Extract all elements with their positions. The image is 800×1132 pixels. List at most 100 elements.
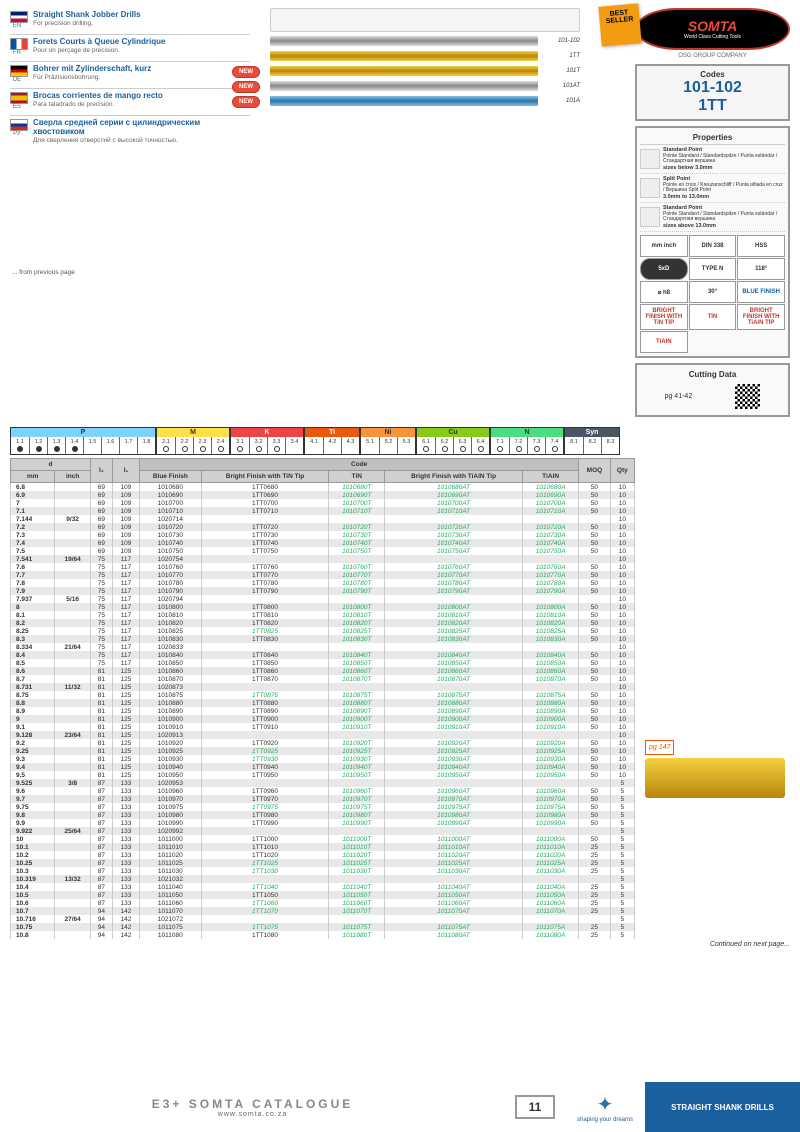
cell-qty: 10	[610, 723, 634, 731]
cell-mm: 8.1	[11, 611, 55, 619]
cell-bright-tialn: 1010875AT	[385, 691, 523, 699]
footer-category: STRAIGHT SHANK DRILLS	[645, 1082, 800, 1132]
cell-moq: 50	[579, 499, 610, 507]
cell-tialn: 1010950A	[523, 771, 579, 779]
dot-icon	[72, 446, 78, 452]
cell-mm: 10.319	[11, 875, 55, 883]
cell-l2: 69	[90, 523, 112, 531]
prop-cell: 30°	[689, 281, 737, 303]
drill-body	[270, 66, 538, 76]
cell-l1: 133	[112, 787, 139, 795]
cell-l1: 133	[112, 779, 139, 787]
cell-bright-tin: 1TT0710	[201, 507, 329, 515]
col-mm: mm	[11, 471, 55, 483]
drill-label: 101AT	[538, 83, 580, 89]
cell-tialn: 1010690A	[523, 491, 579, 499]
cell-bright-tin: 1TT0730	[201, 531, 329, 539]
material-cell: 8.2	[583, 437, 601, 454]
cell-bluefinish: 1011050	[140, 891, 201, 899]
material-cell: 1.3	[47, 437, 65, 454]
table-row: 10.4 87 133 1011040 1TT1040 1011040T 101…	[11, 883, 635, 891]
material-cell: 1.2	[29, 437, 47, 454]
material-cell: 3.4	[285, 437, 303, 454]
cell-tialn: 1010875A	[523, 691, 579, 699]
cell-bright-tialn: 1011020AT	[385, 851, 523, 859]
cell-qty: 5	[610, 875, 634, 883]
cell-tin: 1010850T	[329, 659, 385, 667]
cell-tialn: 1010680A	[523, 483, 579, 492]
cell-bright-tialn: 1010710AT	[385, 507, 523, 515]
drill-body	[270, 96, 538, 106]
cell-inch: 27/64	[55, 915, 91, 923]
dot-icon	[237, 446, 243, 452]
cell-mm: 7.144	[11, 515, 55, 523]
material-cell: 4.3	[341, 437, 359, 454]
cell-l1: 109	[112, 507, 139, 515]
side-reference: pg 147	[645, 740, 790, 798]
drill-label: 101T	[538, 68, 580, 74]
cell-moq: 50	[579, 715, 610, 723]
material-cell: 2.1	[157, 437, 175, 454]
material-cell: 1.8	[137, 437, 155, 454]
cell-bright-tialn: 1011030AT	[385, 867, 523, 875]
page-ref-147: pg 147	[645, 740, 674, 755]
cell-qty: 5	[610, 859, 634, 867]
point-type-row: Standard PointPointe Standard / Standard…	[640, 145, 785, 174]
cell-moq: 50	[579, 531, 610, 539]
cell-l2: 81	[90, 755, 112, 763]
new-badge: NEW	[232, 66, 260, 78]
cell-bright-tialn: 1011080AT	[385, 931, 523, 939]
drill-image-101T: 101T	[270, 65, 580, 77]
cell-tin: 1010925T	[329, 747, 385, 755]
cell-l1: 125	[112, 755, 139, 763]
cell-bluefinish: 1011000	[140, 835, 201, 843]
cell-tin	[329, 779, 385, 787]
cell-bright-tialn: 1011070AT	[385, 907, 523, 915]
cell-l2: 87	[90, 779, 112, 787]
cell-bright-tialn: 1010770AT	[385, 571, 523, 579]
cell-bright-tialn: 1010730AT	[385, 531, 523, 539]
cell-l2: 75	[90, 643, 112, 651]
lang-row-ES: ES Brocas corrientes de mango recto Para…	[10, 88, 250, 110]
cell-bluefinish: 1011040	[140, 883, 201, 891]
cell-moq: 50	[579, 707, 610, 715]
drill-photo	[645, 758, 785, 798]
cell-inch	[55, 699, 91, 707]
cell-tin: 1010990T	[329, 819, 385, 827]
cell-bright-tin: 1TT0680	[201, 483, 329, 492]
material-selector-bar: P 1.11.21.31.41.51.61.71.8 M 2.12.22.32.…	[10, 427, 790, 455]
cell-bright-tin: 1TT0690	[201, 491, 329, 499]
col-bright-tin: Bright Finish with TiN Tip	[201, 471, 329, 483]
footer-title: E3+ SOMTA CATALOGUE	[0, 1097, 505, 1111]
cell-tialn: 1010980A	[523, 811, 579, 819]
table-row: 6.9 69 109 1010690 1TT0690 1010690T 1010…	[11, 491, 635, 499]
cell-bluefinish: 1010800	[140, 603, 201, 611]
cell-tin: 1010920T	[329, 739, 385, 747]
cell-bright-tialn: 1010920AT	[385, 739, 523, 747]
cell-tin: 1010750T	[329, 547, 385, 555]
cell-tialn: 1010710A	[523, 507, 579, 515]
cell-tin: 1011020T	[329, 851, 385, 859]
cell-inch: 11/32	[55, 683, 91, 691]
cell-l1: 117	[112, 635, 139, 643]
cell-tialn: 1010970A	[523, 795, 579, 803]
cell-inch	[55, 811, 91, 819]
cell-bluefinish: 1010860	[140, 667, 201, 675]
table-row: 8.4 75 117 1010840 1TT0840 1010840T 1010…	[11, 651, 635, 659]
cell-l2: 87	[90, 867, 112, 875]
cell-bright-tin: 1TT1060	[201, 899, 329, 907]
cell-bright-tialn	[385, 827, 523, 835]
cell-tialn: 1010910A	[523, 723, 579, 731]
cell-inch	[55, 499, 91, 507]
cell-bright-tialn	[385, 643, 523, 651]
cell-moq: 25	[579, 867, 610, 875]
cell-l2: 81	[90, 667, 112, 675]
cell-moq: 25	[579, 883, 610, 891]
cell-moq: 25	[579, 891, 610, 899]
cell-inch: 21/64	[55, 643, 91, 651]
cell-mm: 10.1	[11, 843, 55, 851]
cell-l2: 69	[90, 507, 112, 515]
cell-l1: 117	[112, 603, 139, 611]
cell-l1: 133	[112, 835, 139, 843]
cell-bluefinish: 1010920	[140, 739, 201, 747]
